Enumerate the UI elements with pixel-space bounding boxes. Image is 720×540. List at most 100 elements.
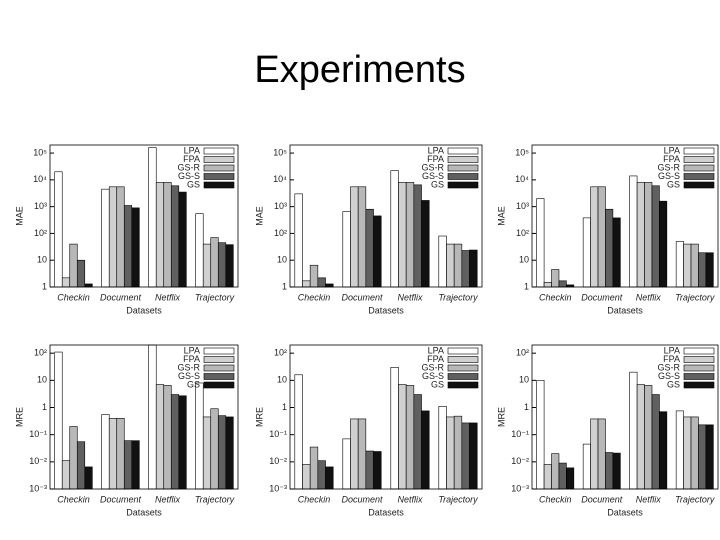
legend-swatch xyxy=(683,356,715,363)
chart: 10⁻³ 10⁻² 10⁻¹ 1 10 10² Checkin Document Netflix… xyxy=(496,344,719,517)
bar xyxy=(123,440,133,490)
plot-frame xyxy=(289,344,483,490)
x-tick-label: Netflix xyxy=(155,494,181,504)
y-tick-label: 10⁻³ xyxy=(511,483,529,493)
y-tick-label: 1 xyxy=(524,281,529,291)
bar xyxy=(612,217,621,288)
bar xyxy=(683,416,692,490)
chart: 10⁻³ 10⁻² 10⁻¹ 1 10 10² Checkin Document Netflix… xyxy=(254,344,483,517)
bar xyxy=(210,408,219,490)
legend-label: GS xyxy=(431,179,444,189)
y-tick-label: 10⁵ xyxy=(33,147,47,157)
bar xyxy=(597,186,606,288)
legend-label: GS-S xyxy=(178,171,200,181)
bar xyxy=(163,182,172,288)
bar xyxy=(148,344,157,490)
bar xyxy=(629,175,638,288)
x-tick-label: Trajectory xyxy=(438,292,478,302)
bar xyxy=(536,380,545,490)
legend-label: LPA xyxy=(664,345,680,355)
bar xyxy=(101,188,110,288)
bar xyxy=(373,451,382,490)
legend-swatch xyxy=(447,181,479,189)
y-tick-label: 10 xyxy=(37,375,47,385)
legend-label: GS-S xyxy=(422,171,444,181)
bar xyxy=(675,241,684,288)
x-tick-label: Trajectory xyxy=(195,494,235,504)
legend-label: GS-R xyxy=(658,362,681,372)
bar xyxy=(178,191,187,288)
bar xyxy=(69,426,78,490)
plot-frame xyxy=(49,144,239,288)
bar xyxy=(597,418,606,490)
bar xyxy=(461,422,470,490)
y-tick-label: 10³ xyxy=(34,201,47,211)
y-axis-label: MRE xyxy=(496,407,506,427)
y-tick-label: 10⁻² xyxy=(29,456,47,466)
x-tick-label: Document xyxy=(341,292,383,302)
legend-label: GS-R xyxy=(422,162,445,172)
bar xyxy=(590,418,599,490)
bar xyxy=(612,452,621,490)
bar xyxy=(446,416,455,490)
legend-swatch xyxy=(683,147,715,155)
legend-swatch xyxy=(683,381,715,389)
bar xyxy=(342,438,351,490)
bar xyxy=(69,243,78,288)
legend-swatch xyxy=(447,364,479,372)
legend-swatch xyxy=(447,356,479,363)
y-tick-label: 10² xyxy=(516,228,529,238)
legend-label: GS-R xyxy=(178,162,201,172)
bar xyxy=(325,466,334,490)
bar xyxy=(148,147,157,288)
bar xyxy=(357,186,367,288)
legend-label: GS-R xyxy=(422,362,445,372)
bar xyxy=(84,283,93,288)
y-tick-label: 10⁴ xyxy=(515,174,529,184)
plot-frame xyxy=(531,344,719,490)
bar xyxy=(309,446,319,490)
bar xyxy=(294,374,303,490)
y-tick-label: 10 xyxy=(37,255,47,265)
bar xyxy=(698,252,707,288)
legend-swatch xyxy=(447,373,479,380)
legend-swatch xyxy=(203,381,235,389)
bar xyxy=(108,186,118,288)
bar xyxy=(365,208,374,288)
bar xyxy=(325,283,334,288)
legend-swatch xyxy=(447,156,479,163)
y-tick-label: 1 xyxy=(42,281,47,291)
bar xyxy=(446,243,455,288)
legend-swatch xyxy=(203,347,235,355)
legend-label: GS-R xyxy=(178,362,201,372)
x-tick-label: Checkin xyxy=(298,292,331,302)
x-tick-label: Checkin xyxy=(539,494,572,504)
bar xyxy=(421,200,430,288)
bar xyxy=(405,182,415,288)
legend-label: FPA xyxy=(663,154,680,164)
bar xyxy=(582,443,591,490)
legend-label: FPA xyxy=(427,354,444,364)
bar xyxy=(453,415,463,490)
x-tick-label: Netflix xyxy=(397,494,423,504)
bar xyxy=(54,351,63,490)
legend-label: GS-S xyxy=(658,171,680,181)
y-tick-label: 10⁻² xyxy=(269,456,287,466)
y-tick-label: 1 xyxy=(524,402,529,412)
y-tick-label: 10⁻¹ xyxy=(511,429,529,439)
legend-swatch xyxy=(203,164,235,172)
y-tick-label: 10² xyxy=(34,348,47,358)
bar xyxy=(225,244,234,288)
bar xyxy=(155,182,165,288)
legend-swatch xyxy=(683,364,715,372)
bar xyxy=(342,211,351,288)
bar xyxy=(469,422,478,490)
chart: 10⁻³ 10⁻² 10⁻¹ 1 10 10² Checkin Document Netflix… xyxy=(14,344,239,517)
bar xyxy=(438,406,447,490)
legend-label: GS xyxy=(431,379,444,389)
bar xyxy=(210,237,219,288)
bar xyxy=(131,207,140,288)
legend-swatch xyxy=(203,181,235,189)
legend-label: GS-S xyxy=(658,371,680,381)
bar xyxy=(302,464,311,490)
